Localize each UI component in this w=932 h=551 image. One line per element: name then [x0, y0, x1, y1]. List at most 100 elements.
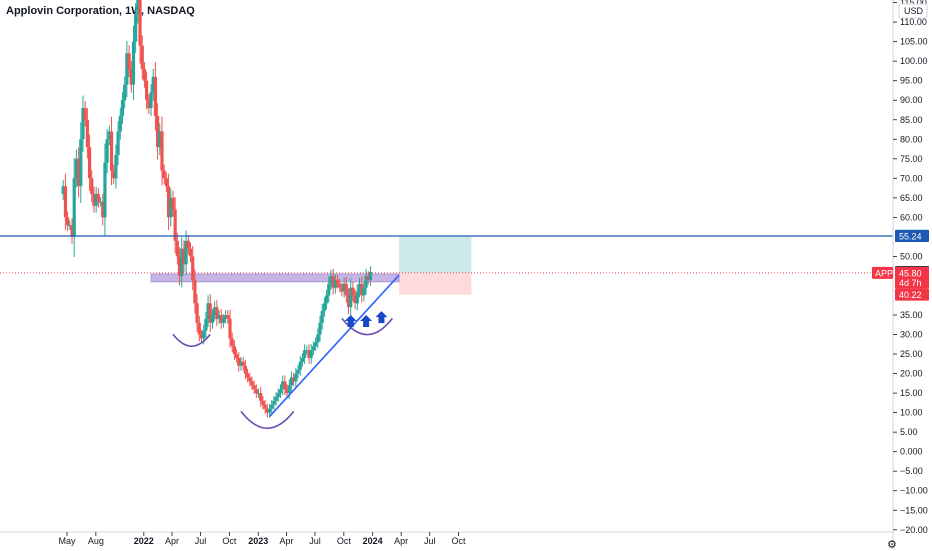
y-tick-label: 10.00: [900, 408, 923, 418]
candle-body: [79, 139, 83, 187]
cup-arc-3[interactable]: [341, 317, 394, 336]
candle: [79, 122, 83, 204]
candle: [333, 273, 337, 294]
candle: [368, 266, 373, 286]
y-tick-label: 75.00: [900, 154, 923, 164]
candle-body: [202, 330, 206, 339]
x-tick-label: Aug: [88, 536, 104, 546]
candle-body: [142, 68, 147, 81]
candle: [224, 310, 228, 324]
candle-body: [127, 53, 131, 69]
candle-body: [274, 397, 278, 401]
candle: [250, 376, 254, 391]
candle: [120, 92, 125, 124]
candle: [248, 372, 252, 387]
candle: [362, 281, 366, 302]
candle: [180, 237, 184, 288]
candle-body: [94, 193, 98, 206]
candle: [136, 0, 140, 24]
candle-body: [118, 115, 122, 132]
target-zone: [398, 235, 472, 273]
candle-body: [180, 248, 184, 276]
candle: [105, 128, 109, 174]
candle-body: [263, 404, 267, 409]
candle-body: [120, 100, 125, 116]
candle-body: [316, 334, 320, 343]
candle-body: [248, 377, 252, 382]
candle: [171, 190, 175, 217]
candle-body: [85, 119, 89, 148]
symbol-tag: [872, 266, 893, 279]
candle: [186, 234, 190, 255]
candle: [68, 220, 72, 230]
candle-body: [235, 354, 239, 358]
candle: [164, 172, 168, 193]
candle: [272, 396, 276, 410]
candle-body: [292, 377, 296, 382]
candle: [219, 309, 223, 329]
candle: [61, 180, 65, 200]
candle-body: [362, 287, 366, 296]
candle-body: [344, 283, 348, 296]
candle: [90, 170, 94, 203]
up-arrow-icon-1: [344, 315, 357, 327]
candle: [63, 173, 68, 230]
price-label-bg: [895, 288, 929, 301]
x-tick-label: Jul: [195, 536, 207, 546]
candle-body: [87, 147, 92, 179]
candle: [173, 197, 177, 254]
candle: [296, 364, 300, 379]
candle: [357, 277, 362, 298]
candle-body: [96, 193, 100, 202]
candle-body: [76, 158, 81, 187]
candle: [243, 359, 247, 380]
candle: [96, 188, 100, 208]
cup-arc-2[interactable]: [240, 410, 295, 429]
currency-badge[interactable]: [898, 3, 928, 19]
candle: [66, 211, 70, 232]
candle-body: [364, 275, 368, 288]
candle: [322, 297, 326, 318]
price-label-bg: [895, 276, 929, 289]
candle-body: [259, 393, 263, 401]
settings-gear-icon[interactable]: ⚙: [887, 539, 897, 551]
candle-body: [101, 201, 105, 218]
candle-body: [162, 170, 166, 179]
candle: [140, 35, 144, 80]
candle-body: [134, 14, 138, 42]
candle: [188, 242, 193, 263]
candle: [300, 353, 305, 367]
candle: [259, 387, 263, 407]
candle: [92, 186, 96, 213]
candle-body: [204, 318, 208, 331]
candle: [316, 328, 320, 349]
candle: [103, 143, 107, 237]
candle-body: [303, 350, 307, 358]
candle-body: [333, 279, 337, 288]
price-label-text: 45.80: [899, 268, 922, 278]
candle: [353, 289, 357, 310]
x-tick-label: 2023: [248, 536, 268, 546]
candle-body: [224, 315, 228, 319]
cup-arc-1[interactable]: [172, 333, 211, 348]
candle-body: [309, 350, 313, 358]
candle-body: [243, 365, 247, 374]
x-tick-label: Oct: [337, 536, 352, 546]
candle: [360, 276, 364, 303]
uptrend-line[interactable]: [268, 274, 400, 418]
candle: [109, 116, 114, 186]
candle-body: [289, 377, 294, 386]
stop-zone: [398, 272, 472, 295]
candle-body: [166, 186, 171, 218]
candle: [118, 107, 122, 140]
candle-body: [177, 256, 182, 276]
x-tick-label: May: [58, 536, 76, 546]
candle-body: [125, 53, 129, 85]
candle-body: [265, 408, 269, 413]
up-arrow-icon-2: [360, 315, 373, 327]
candle-body: [331, 275, 335, 288]
candle-body: [193, 279, 197, 304]
candle-body: [206, 303, 210, 319]
candle: [208, 294, 212, 333]
